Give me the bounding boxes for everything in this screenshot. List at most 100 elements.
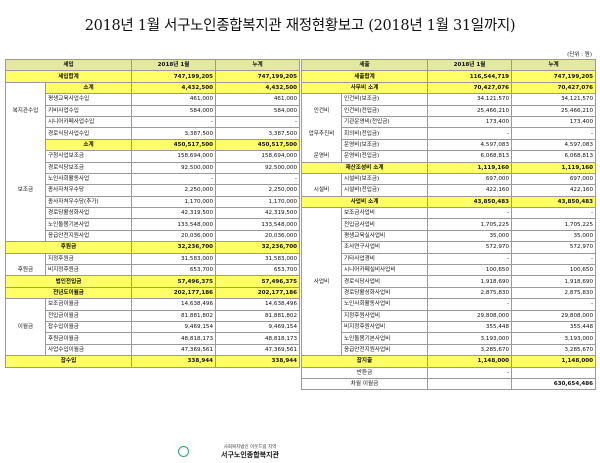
category-cell <box>5 207 46 219</box>
amount-month <box>427 377 513 391</box>
amount-month: 422,160 <box>427 184 513 197</box>
amount-month: 450,517,500 <box>131 138 217 152</box>
item-label: 소계 <box>44 81 133 95</box>
item-label: 회의비(전입금) <box>340 127 429 140</box>
category-cell <box>301 139 342 151</box>
table-row: 보조금사업비 - - <box>301 207 597 220</box>
category-label: 사무비 소계 <box>300 81 429 95</box>
table-row: 후원금 32,236,700 32,236,700 <box>4 241 301 254</box>
header-cumulative: 누계 <box>215 58 301 72</box>
category-cell: 시설비 <box>301 184 342 197</box>
amount-month: 70,427,076 <box>427 81 513 95</box>
category-label: 반환금 <box>300 366 429 379</box>
amount-cumulative: 100,650 <box>511 264 597 277</box>
table-row: 기관운영비(전입금) 173,400 173,400 <box>301 115 597 129</box>
category-cell: 운영비 <box>301 150 342 163</box>
item-label: 응급안전지원사업 <box>44 229 133 243</box>
amount-cumulative: 1,918,690 <box>511 275 597 288</box>
amount-cumulative: 202,177,186 <box>215 286 301 300</box>
category-label: 후원금 <box>4 241 133 254</box>
item-label: 운영비(보조금) <box>340 138 429 152</box>
category-cell: 이월금 <box>5 321 46 333</box>
amount-month: 3,285,670 <box>427 343 513 357</box>
category-cell <box>5 93 46 106</box>
table-row: 응급안전지원사업비 3,285,670 3,285,670 <box>301 343 597 357</box>
table-row: 경로당활성화사업 42,319,500 42,319,500 <box>5 207 301 220</box>
item-label: 지정후원금 <box>44 252 133 266</box>
amount-cumulative: 133,548,000 <box>215 218 301 231</box>
item-label: 경로당활성화사업비 <box>340 286 429 300</box>
amount-month: 31,583,000 <box>131 252 217 266</box>
amount-month: 338,944 <box>131 355 217 368</box>
item-label: 전입금이월금 <box>44 309 133 323</box>
category-cell <box>5 173 46 185</box>
table-row: 경로식당보조금 92,500,000 92,500,000 <box>5 161 301 174</box>
table-row: 지정후원금 31,583,000 31,583,000 <box>5 252 301 266</box>
category-cell <box>301 173 342 185</box>
table-row: 노인사회활동사업비 - - <box>301 298 597 311</box>
amount-cumulative: - <box>511 252 597 266</box>
unit-label: (단위 : 원) <box>567 52 592 58</box>
header-revenue: 세입 <box>4 58 133 72</box>
table-row: 복지관수입 키비사업수입 584,000 584,000 <box>5 104 301 117</box>
category-cell <box>301 264 342 276</box>
amount-cumulative: 47,369,561 <box>215 343 301 357</box>
header-month: 2018년 1월 <box>131 58 217 72</box>
category-cell <box>5 332 46 345</box>
amount-month: 133,548,000 <box>131 218 217 231</box>
amount-month: 14,638,496 <box>131 298 217 311</box>
table-row: 반환금 - <box>300 366 597 379</box>
item-label: 평생교육실사업비 <box>340 229 429 243</box>
amount-cumulative: 3,285,670 <box>511 343 597 357</box>
table-row: 업무추진비 회의비(전입금) - - <box>301 127 597 140</box>
category-cell: 사업비 <box>301 275 342 288</box>
category-cell: 후원금 <box>5 264 46 276</box>
amount-cumulative: 355,448 <box>511 320 597 334</box>
amount-month: 47,369,561 <box>131 343 217 357</box>
amount-cumulative: 70,427,076 <box>511 81 597 95</box>
amount-month: 355,448 <box>427 320 513 334</box>
amount-month: 1,918,690 <box>427 275 513 288</box>
category-cell <box>5 162 46 174</box>
item-label: 비지정후원사업비 <box>340 320 429 334</box>
category-cell <box>5 196 46 208</box>
amount-month: 20,036,000 <box>131 229 217 243</box>
amount-cumulative: - <box>511 207 597 220</box>
category-cell <box>301 332 342 345</box>
amount-cumulative: 584,000 <box>215 104 301 117</box>
item-label: 평생교육사업수입 <box>44 93 133 106</box>
item-label: 기타사업경비 <box>340 252 429 266</box>
amount-month: 584,000 <box>131 104 217 117</box>
table-row: 재산조성비 소계 1,119,160 1,119,160 <box>300 161 597 174</box>
amount-month: 4,597,083 <box>427 138 513 152</box>
table-row: 노인돌봄기본사업비 3,193,000 3,193,000 <box>301 332 597 345</box>
category-cell <box>301 298 342 311</box>
amount-month: 57,496,375 <box>131 275 217 288</box>
item-label: 후원금이월금 <box>44 332 133 345</box>
item-label: 보조금사업비 <box>340 207 429 220</box>
amount-cumulative: - <box>215 115 301 129</box>
category-label: 법인전입금 <box>4 275 133 288</box>
item-label: 시니어카페실비사업비 <box>340 264 429 277</box>
item-label: 경로식당보조금 <box>44 161 133 174</box>
table-row: 보조금이월금 14,638,496 14,638,496 <box>5 298 301 311</box>
table-row: 노인사회활동사업 - - <box>5 172 301 186</box>
amount-month: 202,177,186 <box>131 286 217 300</box>
amount-cumulative: 6,068,813 <box>511 150 597 163</box>
category-cell: 인건비 <box>301 105 342 117</box>
amount-cumulative: 3,193,000 <box>511 332 597 345</box>
item-label: 응급안전지원사업비 <box>340 343 429 357</box>
table-row: 이월금 잡수입이월금 9,469,154 9,469,154 <box>5 320 301 334</box>
item-label: 잡수입이월금 <box>44 320 133 334</box>
item-label: 노인사회활동사업 <box>44 172 133 186</box>
table-row: 전년도이월금 202,177,186 202,177,186 <box>4 286 301 300</box>
amount-month: 3,193,000 <box>427 332 513 345</box>
table-row: 구청사업보조금 158,694,000 158,694,000 <box>5 150 301 163</box>
amount-month: 9,469,154 <box>131 320 217 334</box>
table-row: 보조금 종사자처우수당 2,250,000 2,250,000 <box>5 184 301 197</box>
amount-cumulative: 338,944 <box>215 355 301 368</box>
table-row: 인건비(보조금) 34,121,570 34,121,570 <box>301 93 597 106</box>
amount-cumulative: 697,000 <box>511 172 597 186</box>
amount-cumulative: 43,850,483 <box>511 195 597 209</box>
amount-month: 2,875,830 <box>427 286 513 300</box>
